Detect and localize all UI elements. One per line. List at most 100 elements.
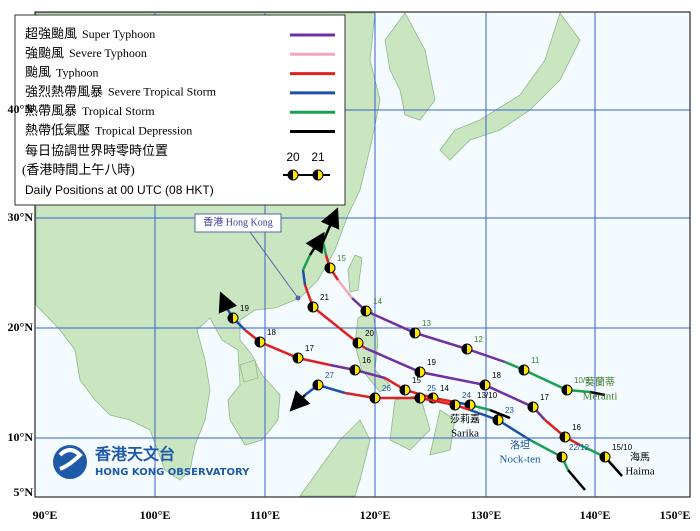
y-axis-label: 30°N (8, 210, 34, 224)
storm-name-en: Haima (625, 466, 654, 478)
x-axis-label: 150°E (660, 508, 691, 522)
legend-zh: 超強颱風 (25, 26, 77, 41)
position-marker-half (600, 452, 605, 462)
logo-en: HONG KONG OBSERVATORY (95, 467, 250, 478)
legend-zh: 強烈熱帶風暴 (25, 84, 103, 99)
position-marker-half (519, 365, 524, 375)
position-marker-half (255, 337, 260, 347)
storm-name-zh: 洛坦 (510, 438, 530, 451)
storm-name-en: Nock-ten (500, 454, 541, 466)
position-label: 10/9 (574, 376, 590, 385)
position-label: 19 (427, 358, 436, 367)
position-marker-half (325, 263, 330, 273)
storm-name-zh: 莎莉嘉 (450, 412, 480, 425)
position-marker-half (528, 402, 533, 412)
position-label: 25 (427, 384, 436, 393)
track-segment (337, 279, 353, 299)
hong-kong-label: 香港 Hong Kong (203, 216, 272, 228)
legend-en: Severe Typhoon (69, 46, 147, 60)
position-label: 15/10 (612, 443, 633, 452)
position-label: 16 (572, 423, 581, 432)
position-label: 18 (267, 328, 276, 337)
x-axis-label: 110°E (250, 508, 280, 522)
legend-en: Tropical Depression (95, 123, 192, 137)
x-axis-label: 100°E (140, 508, 171, 522)
logo-zh: 香港天文台 (94, 445, 175, 464)
position-label: 12 (474, 335, 483, 344)
track-segment (301, 269, 307, 286)
legend-sample-label: 20 (286, 150, 300, 164)
position-label: 14 (440, 384, 449, 393)
position-label: 14 (373, 297, 382, 306)
position-label: 15 (412, 376, 421, 385)
position-marker-half (313, 380, 318, 390)
position-label: 19 (240, 304, 249, 313)
track-segment (320, 207, 340, 243)
position-marker-half (308, 302, 313, 312)
position-marker-half (462, 344, 467, 354)
position-marker-half (450, 400, 455, 410)
position-label: 26 (382, 384, 391, 393)
legend-daily-zh: 每日協調世界時零時位置 (25, 143, 168, 158)
position-marker-half (560, 432, 565, 442)
x-axis-label: 130°E (471, 508, 502, 522)
track-segment (289, 390, 311, 412)
position-marker-half (361, 306, 366, 316)
track-segment (489, 408, 511, 420)
x-axis-label: 140°E (580, 508, 611, 522)
position-label: 23 (505, 406, 514, 415)
legend-zh: 熱帶風暴 (25, 103, 77, 118)
x-axis-label: 90°E (33, 508, 58, 522)
legend-en: Tropical Storm (82, 104, 155, 118)
storm-name-en: Sarika (451, 428, 479, 440)
position-label: 24 (462, 391, 471, 400)
storm-name-zh: 莫蘭蒂 (585, 375, 615, 388)
position-label: 13 (422, 319, 431, 328)
x-axis-label: 120°E (360, 508, 391, 522)
position-label: 13/10 (477, 391, 498, 400)
track-segment (589, 390, 606, 397)
position-marker-half (493, 415, 498, 425)
legend-daily-zh: (香港時間上午八時) (22, 162, 135, 177)
legend-zh: 強颱風 (25, 45, 64, 60)
position-label: 11 (531, 356, 540, 365)
position-marker-half (562, 385, 567, 395)
position-label: 18 (492, 371, 501, 380)
position-marker-half (313, 170, 318, 180)
position-label: 17 (540, 393, 549, 402)
position-label: 22/12 (569, 443, 590, 452)
legend-en: Severe Tropical Storm (108, 85, 217, 99)
position-marker-half (370, 393, 375, 403)
position-marker-half (557, 452, 562, 462)
legend-zh: 颱風 (25, 65, 51, 80)
position-label: 20 (365, 329, 374, 338)
legend-en: Super Typhoon (82, 27, 155, 41)
position-marker-half (293, 353, 298, 363)
track-segment (504, 360, 591, 394)
position-marker-half (410, 328, 415, 338)
position-marker-half (228, 313, 233, 323)
position-label: 16 (362, 356, 371, 365)
position-marker-half (415, 393, 420, 403)
legend: 超強颱風 Super Typhoon 強颱風 Severe Typhoon 颱風 Typh… (14, 14, 346, 206)
position-label: 15 (337, 254, 346, 263)
legend-sample-label: 21 (311, 150, 325, 164)
y-axis-label: 40°N (8, 102, 34, 116)
storm-name-zh: 海馬 (630, 450, 650, 463)
axes: 90°E 100°E 110°E 120°E 130°E 140°E 150°E 40°N 30… (8, 102, 691, 522)
position-marker-half (353, 338, 358, 348)
y-axis-label: 5°N (14, 485, 34, 499)
position-label: 27 (325, 371, 334, 380)
track-segment (218, 291, 238, 314)
track-segment (305, 231, 325, 256)
hong-kong-callout: 香港 Hong Kong (194, 213, 301, 301)
position-marker-half (400, 385, 405, 395)
legend-en: Typhoon (56, 65, 99, 79)
storm-name-en: Meranti (583, 391, 618, 403)
track-segment (244, 329, 331, 367)
position-marker-half (415, 367, 420, 377)
tracks: 10/9 11 12 13 14 15 莫蘭蒂 Meranti 15/10 16 17 18 19 20 2… (218, 207, 655, 491)
track-segment (301, 254, 312, 271)
graticule (35, 12, 690, 497)
